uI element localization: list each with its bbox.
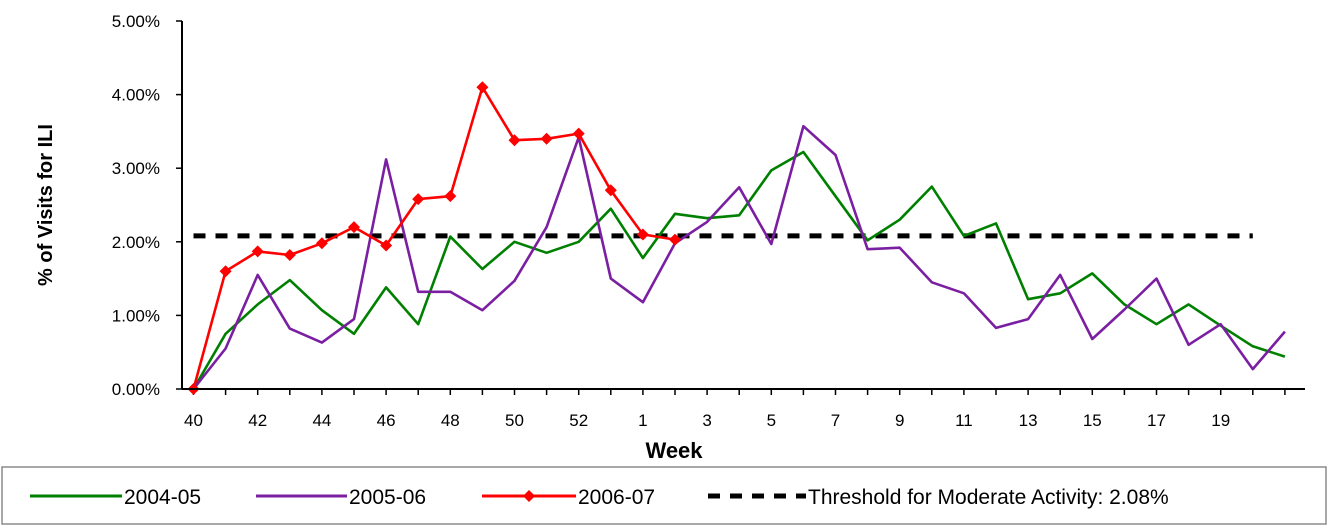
series-point-2006-07 [219,265,232,278]
y-tick-label: 4.00% [112,86,160,105]
x-tick-label: 5 [767,411,776,430]
series-point-2006-07 [315,237,328,250]
x-tick-label: 46 [377,411,396,430]
legend-marker-2006-07 [523,490,535,502]
legend-label-2004-05: 2004-05 [124,486,201,509]
series-point-2006-07 [380,239,393,252]
series-point-2006-07 [251,245,264,258]
y-tick-label: 5.00% [112,12,160,31]
y-axis-ticks: 0.00% 1.00% 2.00% 3.00% 4.00% 5.00% [112,12,182,399]
series-point-2006-07 [636,228,649,241]
x-tick-label: 19 [1211,411,1230,430]
series-point-2006-07 [669,233,681,246]
legend-label-2005-06: 2005-06 [349,486,426,509]
x-tick-label: 11 [955,411,973,430]
x-axis-ticks: 40 42 44 46 48 50 52 1 3 5 7 9 11 13 15 17 19 [184,389,1286,430]
x-tick-label: 50 [505,411,524,430]
x-axis-title: Week [645,438,703,463]
x-tick-label: 15 [1083,411,1102,430]
x-tick-label: 42 [248,411,267,430]
x-tick-label: 9 [895,411,904,430]
series-point-2006-07 [572,127,585,140]
series-point-2006-07 [444,190,457,203]
series-point-2006-07 [412,193,425,206]
y-tick-label: 2.00% [112,233,160,252]
series-point-2006-07 [508,134,521,147]
x-tick-label: 52 [569,411,588,430]
x-tick-label: 3 [702,411,711,430]
series-line-2005-06 [192,124,1286,390]
series-point-2006-07 [283,249,296,262]
y-tick-label: 1.00% [112,306,160,325]
series-point-2006-07 [604,184,617,197]
x-tick-label: 7 [831,411,840,430]
y-tick-label: 3.00% [112,159,160,178]
legend-label-2006-07: 2006-07 [578,486,655,509]
y-tick-label: 0.00% [112,380,160,399]
series-point-2006-07 [476,81,489,94]
legend: 2004-05 2005-06 2006-07 Threshold for Mo… [1,466,1327,525]
x-tick-label: 17 [1147,411,1166,430]
series-line-2006-07 [192,85,676,390]
x-tick-label: 13 [1019,411,1038,430]
series-layer [187,81,1286,395]
x-tick-label: 44 [312,411,331,430]
y-axis-title: % of Visits for ILI [35,124,57,286]
x-tick-label: 1 [638,411,647,430]
series-line-2004-05 [192,150,1286,390]
x-tick-label: 40 [184,411,203,430]
legend-label-threshold: Threshold for Moderate Activity: 2.08% [808,486,1169,509]
legend-box [1,466,1327,525]
series-point-2006-07 [348,221,360,234]
x-tick-label: 48 [441,411,460,430]
series-point-2006-07 [540,132,553,145]
